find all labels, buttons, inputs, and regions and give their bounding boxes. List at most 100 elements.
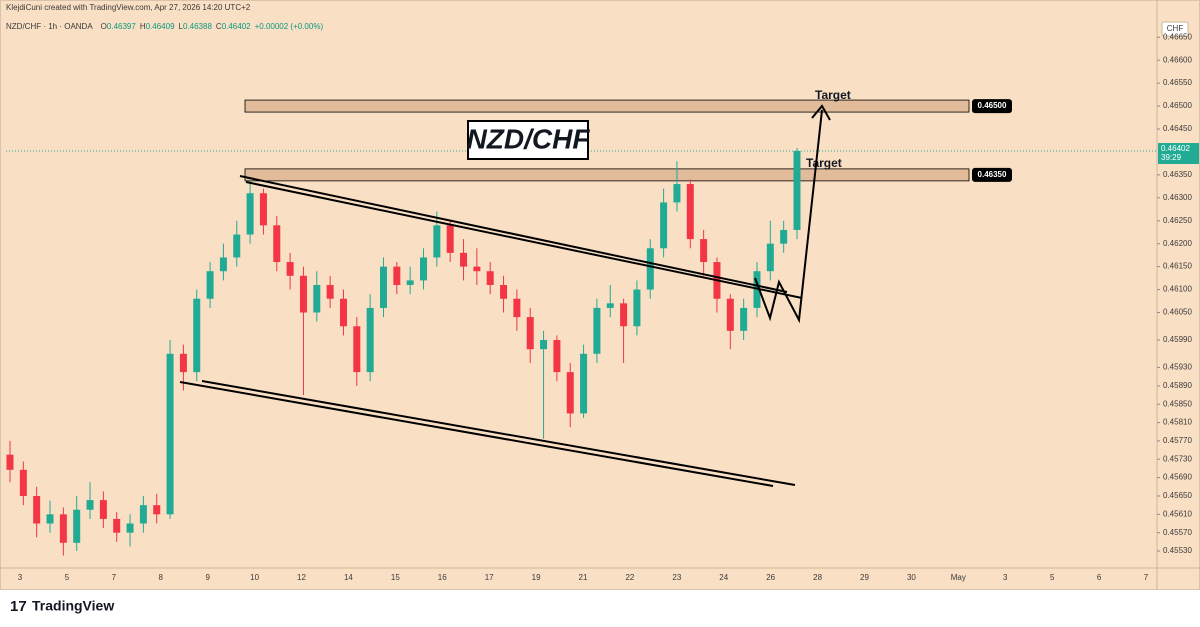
x-tick-label: 7 [112,573,117,582]
x-tick-label: 19 [532,573,541,582]
candle-body [673,184,681,203]
candle-body [99,500,107,519]
y-tick-label: 0.46050 [1163,308,1192,317]
countdown: 39:29 [1161,153,1182,162]
candle-body [379,266,387,308]
ohlc-key: L [179,22,184,31]
ohlc-key: H [140,22,146,31]
symbol: NZD/CHF · 1h · OANDA [6,22,93,31]
levels: 0.46500 Target 0.46350 Target [244,88,1012,182]
drawings: NZD/CHF [179,104,831,487]
candle-body [153,505,161,515]
x-tick-label: 5 [65,573,70,582]
ohlc-value: 0.46388 [183,22,212,31]
x-tick-label: 8 [159,573,164,582]
y-tick-label: 0.45650 [1163,491,1192,500]
y-tick-label: 0.46150 [1163,262,1192,271]
x-tick-label: 14 [344,573,353,582]
x-tick-label: 3 [1003,573,1008,582]
arrow-head [811,104,831,121]
candle-body [59,514,67,543]
x-tick-label: May [951,573,966,582]
candle-body [766,243,774,272]
candle-body [206,271,214,299]
y-tick-label: 0.45890 [1163,381,1192,390]
title-box [467,120,589,160]
chart-background [0,0,1200,590]
x-tick-label: 26 [766,573,775,582]
candle-body [460,252,468,267]
candle-body [233,234,241,258]
brand: TradingView [32,598,114,614]
y-tick-label: 0.46250 [1163,216,1192,225]
ohlc-key: C [216,22,222,31]
y-tick-label: 0.45530 [1163,546,1192,555]
candle-body [46,514,54,524]
y-tick-label: 0.46200 [1163,239,1192,248]
candle-body [313,284,321,313]
y-tick-label: 0.46300 [1163,193,1192,202]
y-tick-label: 0.45770 [1163,436,1192,445]
x-tick-label: 15 [391,573,400,582]
candle-body [513,298,521,318]
x-tick-label: 12 [297,573,306,582]
x-tick-label: 17 [485,573,494,582]
candle-body [366,307,374,373]
candle-body [526,317,534,350]
candle-body [726,298,734,331]
y-tick-label: 0.46600 [1163,55,1192,64]
x-tick-label: 29 [860,573,869,582]
candle-body [500,284,508,299]
candle-body [793,151,801,230]
candle-body [593,307,601,354]
y-tick-label: 0.45730 [1163,454,1192,463]
candle-body [139,505,147,524]
last-price-tag [1158,143,1199,165]
footer: 17 TradingView [10,598,114,615]
y-tick-label: 0.46100 [1163,285,1192,294]
trendline [239,175,788,293]
candle-body [540,340,548,350]
trendline [179,381,774,487]
candle-body [686,184,694,240]
ohlc-value: 0.46402 [222,22,251,31]
ohlc-value: 0.46409 [146,22,175,31]
x-tick-label: 24 [719,573,728,582]
candle-body [580,353,588,414]
credit: KlejdiCuni created with TradingView.com,… [6,3,251,12]
level-zone [244,168,970,182]
x-tick-label: 21 [579,573,588,582]
candle-body [553,340,561,373]
x-tick-label: 16 [438,573,447,582]
change: +0.00002 (+0.00%) [255,22,324,31]
level-label: 0.46500 [978,101,1007,110]
x-tick-label: 28 [813,573,822,582]
level-label: 0.46350 [978,170,1007,179]
candle-body [6,454,14,470]
currency: CHF [1167,24,1184,33]
x-tick-label: 23 [672,573,681,582]
candle-body [286,262,294,276]
candle-body [446,225,454,253]
x-tick-label: 22 [625,573,634,582]
brand-logo: 17 [10,598,27,615]
x-tick-label: 6 [1097,573,1102,582]
candle-body [259,193,267,226]
candle-body [339,298,347,327]
x-tick-label: 3 [18,573,23,582]
annotation: Target [815,88,851,102]
level-tag [972,99,1012,114]
y-tick-label: 0.45850 [1163,399,1192,408]
y-tick-label: 0.46450 [1163,124,1192,133]
y-tick-label: 0.45990 [1163,335,1192,344]
y-tick-label: 0.45930 [1163,363,1192,372]
candle-body [473,266,481,272]
x-tick-label: 7 [1144,573,1149,582]
trendline [245,181,803,299]
annotation: Target [806,156,842,170]
chart-title: NZD/CHF [467,123,591,154]
level-zone [244,99,970,113]
y-tick-label: 0.46550 [1163,78,1192,87]
